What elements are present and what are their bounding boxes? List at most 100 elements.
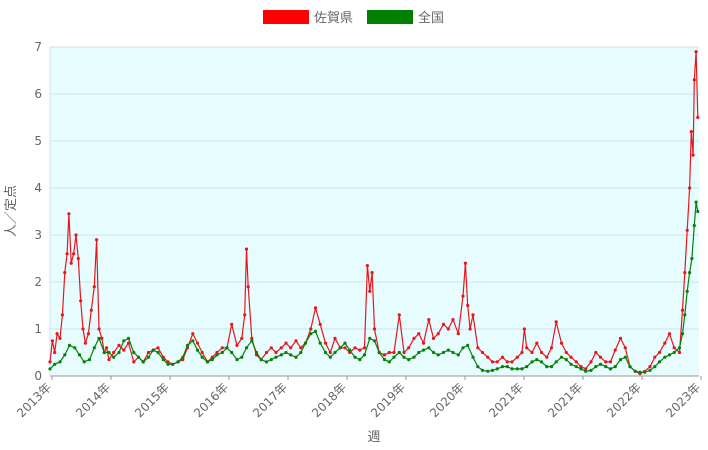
data-point <box>694 200 698 204</box>
data-point <box>500 355 505 359</box>
data-point <box>230 322 234 326</box>
data-point <box>284 341 288 345</box>
data-point <box>539 360 544 364</box>
data-point <box>220 346 224 350</box>
data-point <box>73 346 77 350</box>
data-point <box>412 336 416 340</box>
data-point <box>215 350 219 355</box>
data-point <box>269 358 273 362</box>
data-point <box>417 332 421 336</box>
data-point <box>382 353 387 357</box>
data-point <box>683 271 687 275</box>
y-axis: 0 1 2 3 4 5 6 7 <box>34 40 42 383</box>
data-point <box>185 343 190 347</box>
data-point <box>522 327 527 331</box>
data-point <box>500 365 505 369</box>
data-point <box>407 346 411 350</box>
y-axis-title: 人／定点 <box>4 185 19 237</box>
data-point <box>539 350 544 355</box>
y-tick-label: 0 <box>34 369 42 383</box>
data-point <box>60 313 64 317</box>
data-point <box>264 350 269 355</box>
data-point <box>225 346 229 350</box>
x-tick-label: 2021年 <box>486 380 526 420</box>
data-point <box>309 332 313 336</box>
data-point <box>559 341 564 345</box>
legend-swatch-saga <box>263 10 309 24</box>
data-point <box>348 348 352 352</box>
data-point <box>323 341 328 345</box>
legend-item-saga[interactable]: 佐賀県 <box>263 10 353 26</box>
data-point <box>520 350 524 355</box>
data-point <box>608 360 613 364</box>
data-point <box>48 360 52 364</box>
data-point <box>663 341 667 345</box>
data-point <box>480 350 485 355</box>
data-point <box>559 355 564 359</box>
data-point <box>353 346 357 350</box>
data-point <box>486 369 490 373</box>
data-point <box>657 350 662 355</box>
data-point <box>230 350 234 355</box>
data-point <box>598 362 603 366</box>
data-point <box>53 362 57 366</box>
data-point <box>672 346 676 350</box>
data-point <box>67 343 72 347</box>
data-point <box>608 367 613 371</box>
data-point <box>633 369 637 373</box>
data-point <box>205 360 210 364</box>
data-point <box>250 339 254 343</box>
legend-label-national: 全国 <box>418 10 444 26</box>
x-axis-title: 週 <box>367 430 380 445</box>
data-point <box>250 336 254 340</box>
data-point <box>368 289 372 293</box>
data-point <box>141 360 145 364</box>
data-point <box>89 308 93 312</box>
data-point <box>628 365 632 369</box>
data-point <box>638 370 642 374</box>
data-point <box>370 271 374 275</box>
data-point <box>451 350 455 355</box>
data-point <box>289 353 293 357</box>
data-point <box>525 346 529 350</box>
data-point <box>569 355 573 359</box>
data-point <box>387 350 391 355</box>
data-point <box>299 350 303 355</box>
data-point <box>412 355 416 359</box>
series-1 <box>48 200 700 374</box>
data-point <box>240 336 244 340</box>
data-point <box>323 350 328 355</box>
data-point <box>387 360 391 364</box>
data-point <box>309 327 313 331</box>
data-point <box>683 313 687 317</box>
data-point <box>200 355 204 359</box>
data-point <box>441 322 446 326</box>
data-point <box>689 130 693 134</box>
data-point <box>279 353 283 357</box>
data-point <box>688 186 692 190</box>
data-point <box>122 348 126 352</box>
data-point <box>677 346 682 350</box>
data-point <box>564 358 568 362</box>
data-point <box>53 350 57 355</box>
data-point <box>166 362 170 366</box>
data-point <box>466 303 470 308</box>
legend-item-national[interactable]: 全国 <box>367 10 444 26</box>
data-point <box>289 346 293 350</box>
data-point <box>126 341 131 345</box>
data-point <box>87 358 92 362</box>
data-point <box>215 353 219 357</box>
data-point <box>461 346 465 350</box>
data-point <box>667 332 672 336</box>
data-point <box>446 327 450 331</box>
data-point <box>427 318 431 322</box>
data-point <box>122 339 126 343</box>
data-point <box>269 346 273 350</box>
data-point <box>505 365 509 369</box>
data-point <box>95 238 99 242</box>
data-point <box>392 350 396 355</box>
data-point <box>235 343 239 347</box>
legend-label-saga: 佐賀県 <box>314 11 353 26</box>
data-point <box>604 360 608 364</box>
data-point <box>436 353 440 357</box>
